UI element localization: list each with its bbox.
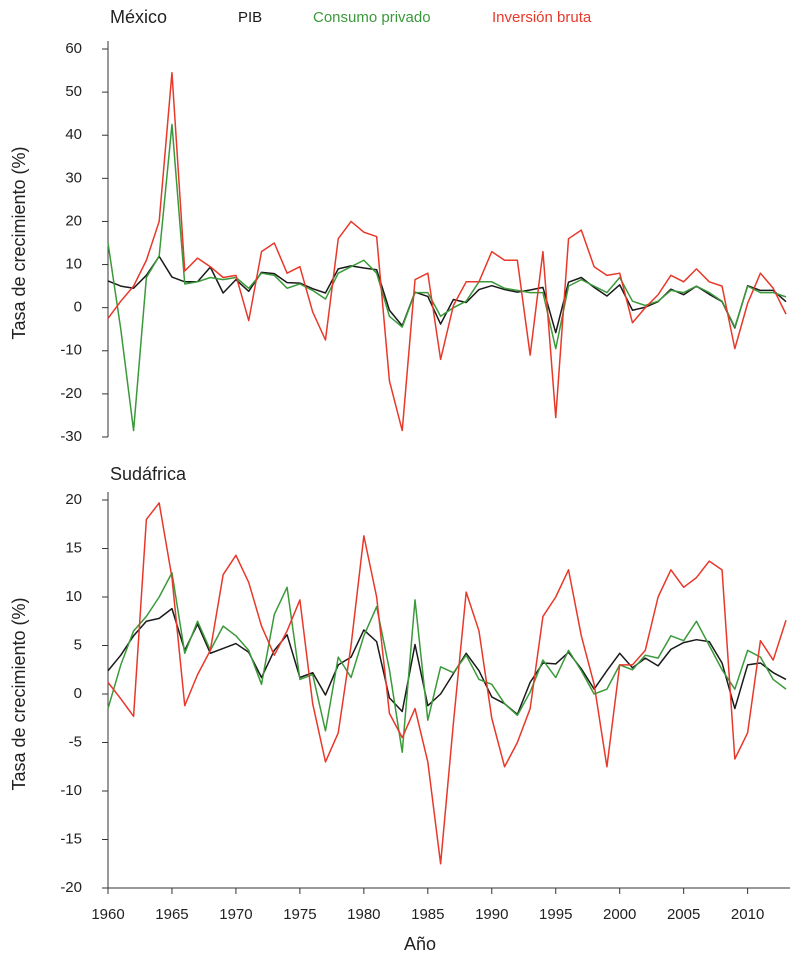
panel-title: México: [110, 7, 167, 27]
y-tick-label: 0: [74, 299, 82, 316]
legend-label: Inversión bruta: [492, 9, 592, 26]
y-tick-label: 50: [65, 83, 82, 100]
legend-label: Consumo privado: [313, 9, 431, 26]
x-tick-label: 1990: [475, 906, 508, 923]
x-tick-label: 1965: [155, 906, 188, 923]
y-tick-label: 10: [65, 256, 82, 273]
x-tick-label: 2000: [603, 906, 636, 923]
series-line: [107, 71, 787, 432]
y-tick-label: 15: [65, 539, 82, 556]
x-tick-label: 1975: [283, 906, 316, 923]
panel-title: Sudáfrica: [110, 464, 187, 484]
x-tick-label: 1980: [347, 906, 380, 923]
y-axis-label: Tasa de crecimiento (%): [9, 146, 29, 339]
y-tick-label: -30: [60, 428, 82, 445]
x-tick-label: 1960: [91, 906, 124, 923]
y-tick-label: 60: [65, 40, 82, 57]
series-line: [107, 123, 787, 432]
y-tick-label: 40: [65, 126, 82, 143]
y-tick-label: 5: [74, 636, 82, 653]
x-tick-label: 2005: [667, 906, 700, 923]
series-line: [107, 502, 787, 865]
y-tick-label: 20: [65, 491, 82, 508]
y-tick-label: 30: [65, 169, 82, 186]
y-tick-label: -20: [60, 879, 82, 896]
x-tick-label: 1985: [411, 906, 444, 923]
y-axis-label: Tasa de crecimiento (%): [9, 597, 29, 790]
x-tick-label: 2010: [731, 906, 764, 923]
x-tick-label: 1995: [539, 906, 572, 923]
series-line: [107, 255, 787, 334]
y-tick-label: 20: [65, 212, 82, 229]
series-line: [107, 607, 787, 716]
x-axis-label: Año: [404, 934, 436, 954]
y-tick-label: 0: [74, 685, 82, 702]
series-line: [107, 572, 787, 753]
y-tick-label: -10: [60, 782, 82, 799]
y-tick-label: -15: [60, 830, 82, 847]
y-tick-label: -20: [60, 385, 82, 402]
y-tick-label: 10: [65, 588, 82, 605]
y-tick-label: -10: [60, 342, 82, 359]
x-tick-label: 1970: [219, 906, 252, 923]
y-tick-label: -5: [69, 733, 82, 750]
legend-label: PIB: [238, 9, 262, 26]
